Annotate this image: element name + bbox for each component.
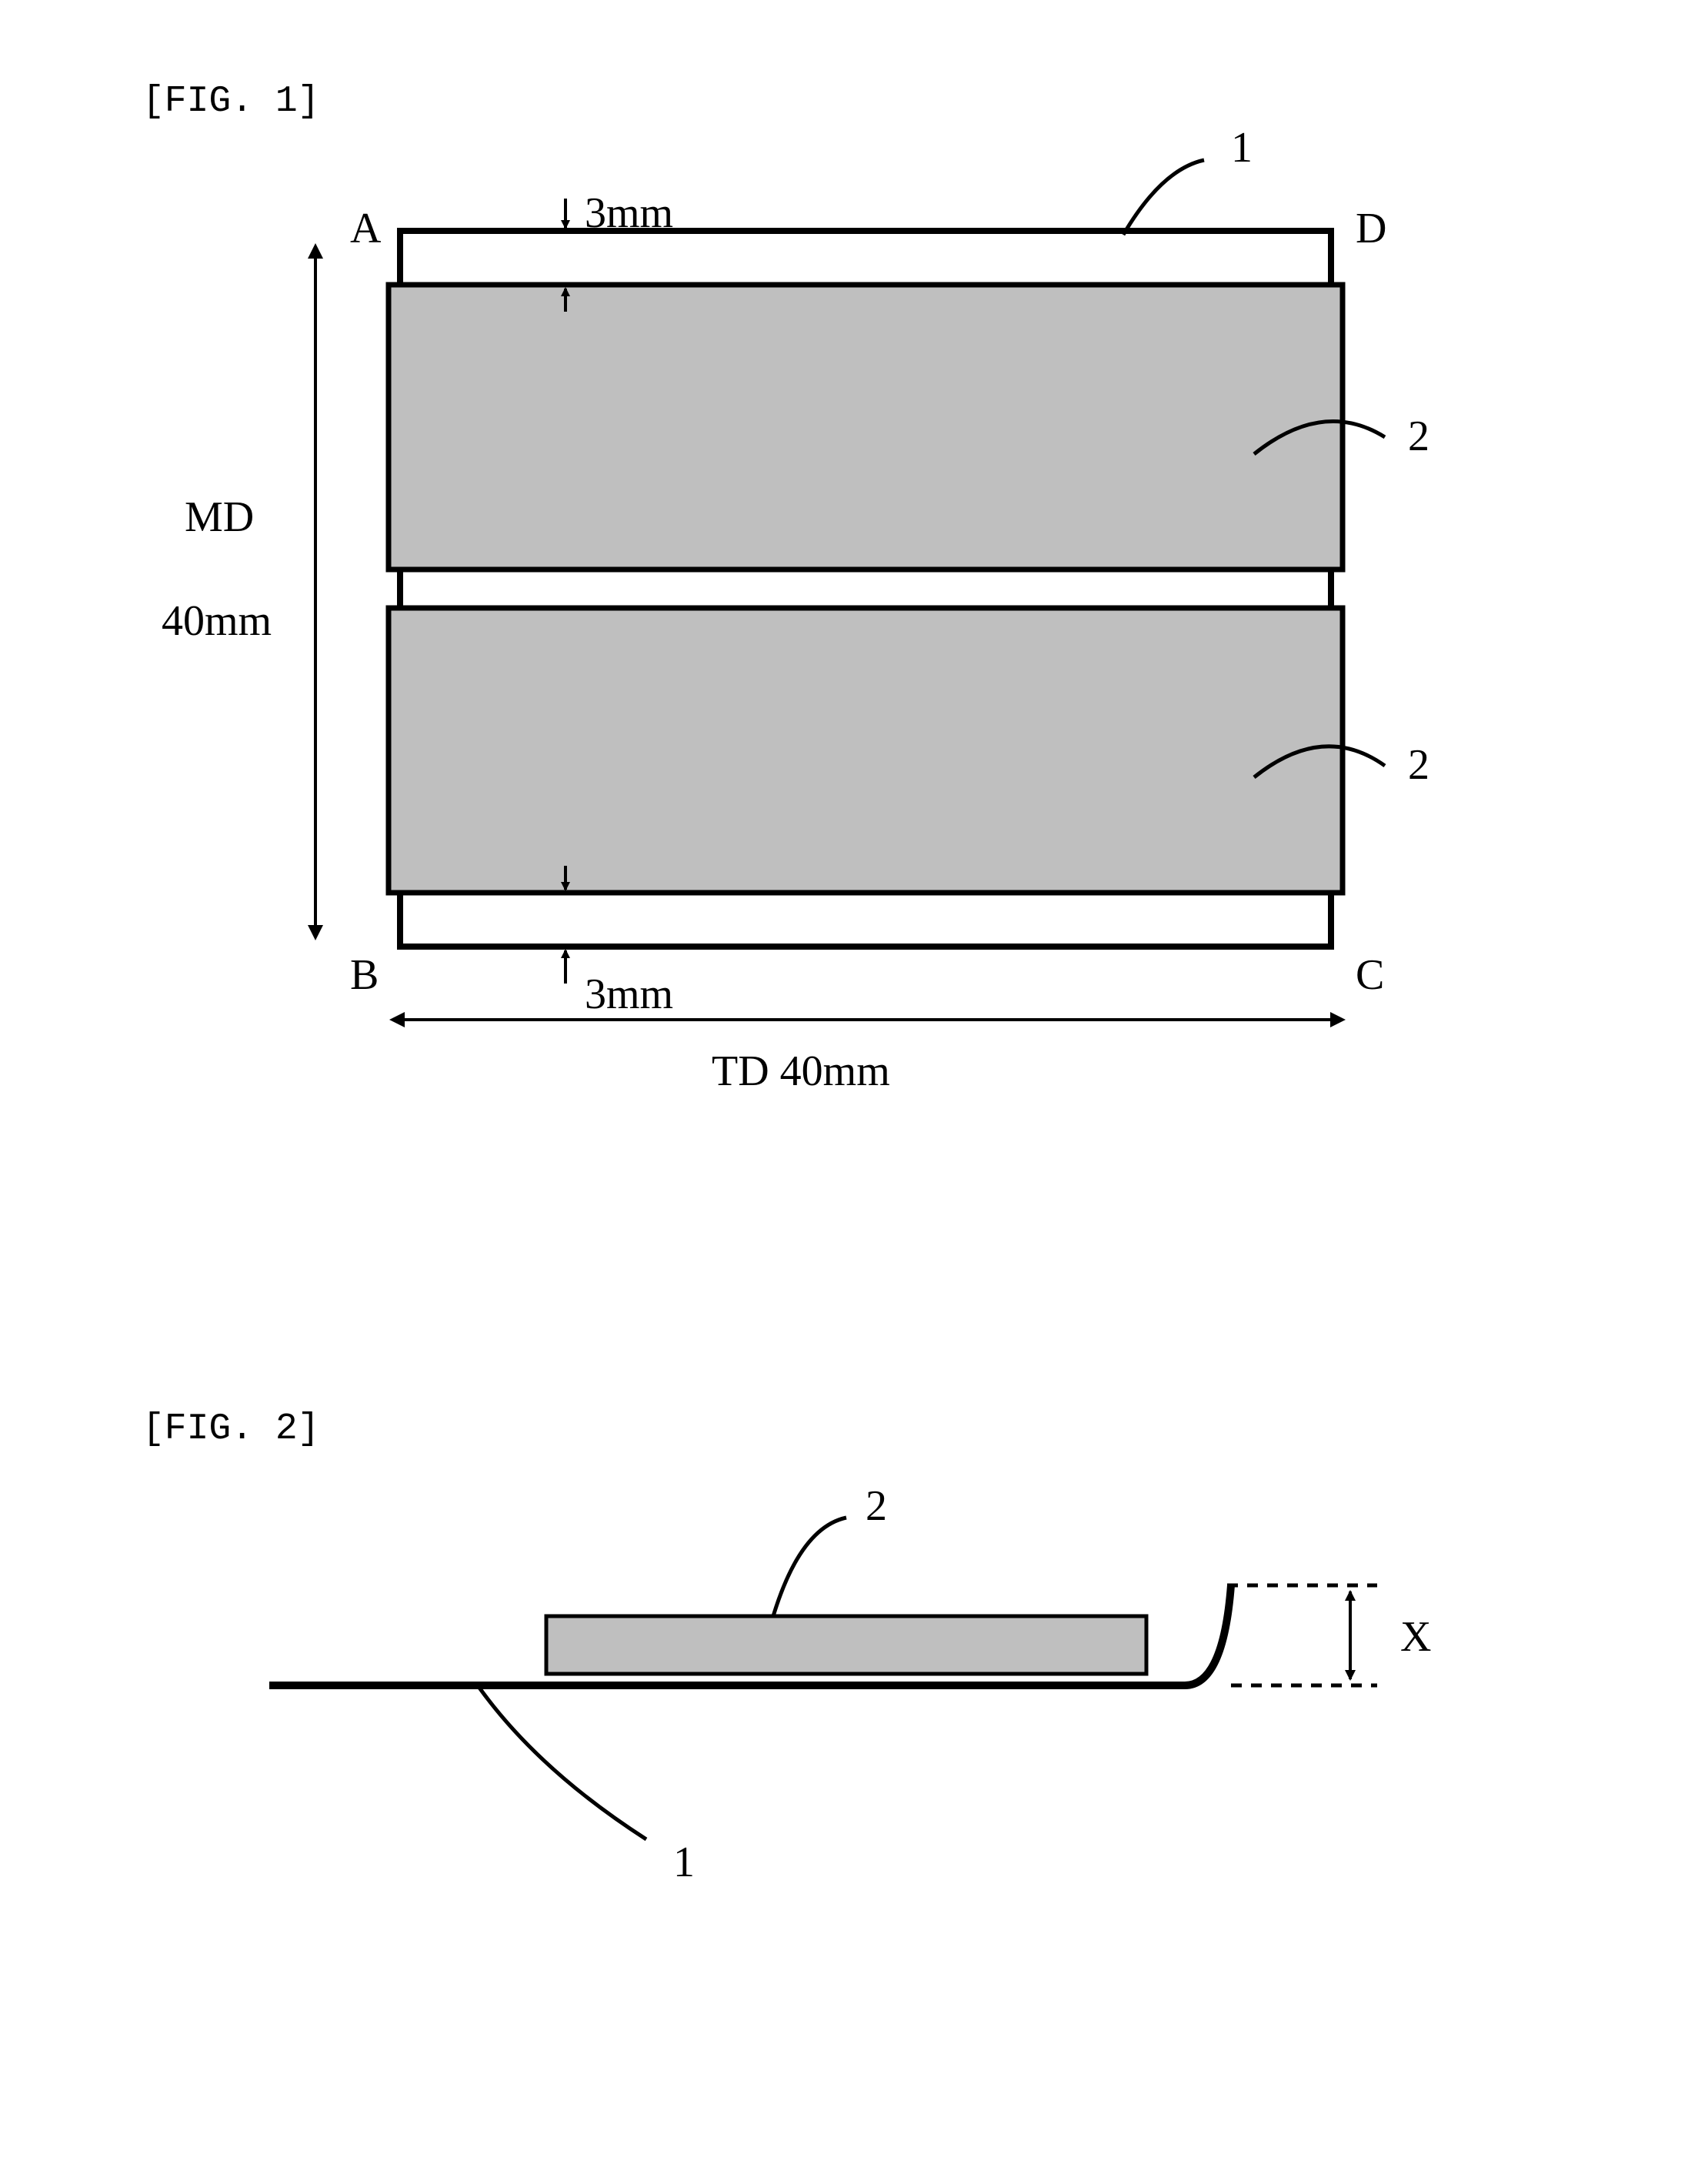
fig2-callout-1 [479, 1688, 646, 1839]
fig1-diagram [0, 0, 1708, 1154]
fig2-callout-1-label: 1 [673, 1838, 695, 1887]
fig1-corner-a: A [350, 204, 381, 253]
fig2-callout-2 [773, 1518, 846, 1616]
fig1-callout-2b-label: 2 [1408, 740, 1429, 790]
fig2-rect [546, 1616, 1146, 1674]
fig1-corner-b: B [350, 950, 379, 1000]
fig1-corner-d: D [1356, 204, 1386, 253]
fig2-diagram [0, 1385, 1708, 2001]
fig1-corner-c: C [1356, 950, 1384, 1000]
fig1-gap-bottom-label: 3mm [585, 970, 673, 1019]
fig1-rect-bottom [389, 608, 1343, 893]
fig1-callout-1 [1123, 160, 1204, 235]
fig1-md-value: 40mm [162, 596, 272, 646]
fig2-x-label: X [1400, 1612, 1431, 1662]
fig1-md-label: MD [185, 493, 254, 542]
fig1-callout-1-label: 1 [1231, 123, 1253, 172]
fig1-td-label: TD 40mm [712, 1047, 890, 1096]
fig1-callout-2a-label: 2 [1408, 412, 1429, 461]
fig1-gap-top-label: 3mm [585, 189, 673, 238]
fig2-callout-2-label: 2 [866, 1481, 887, 1531]
fig1-rect-top [389, 285, 1343, 569]
